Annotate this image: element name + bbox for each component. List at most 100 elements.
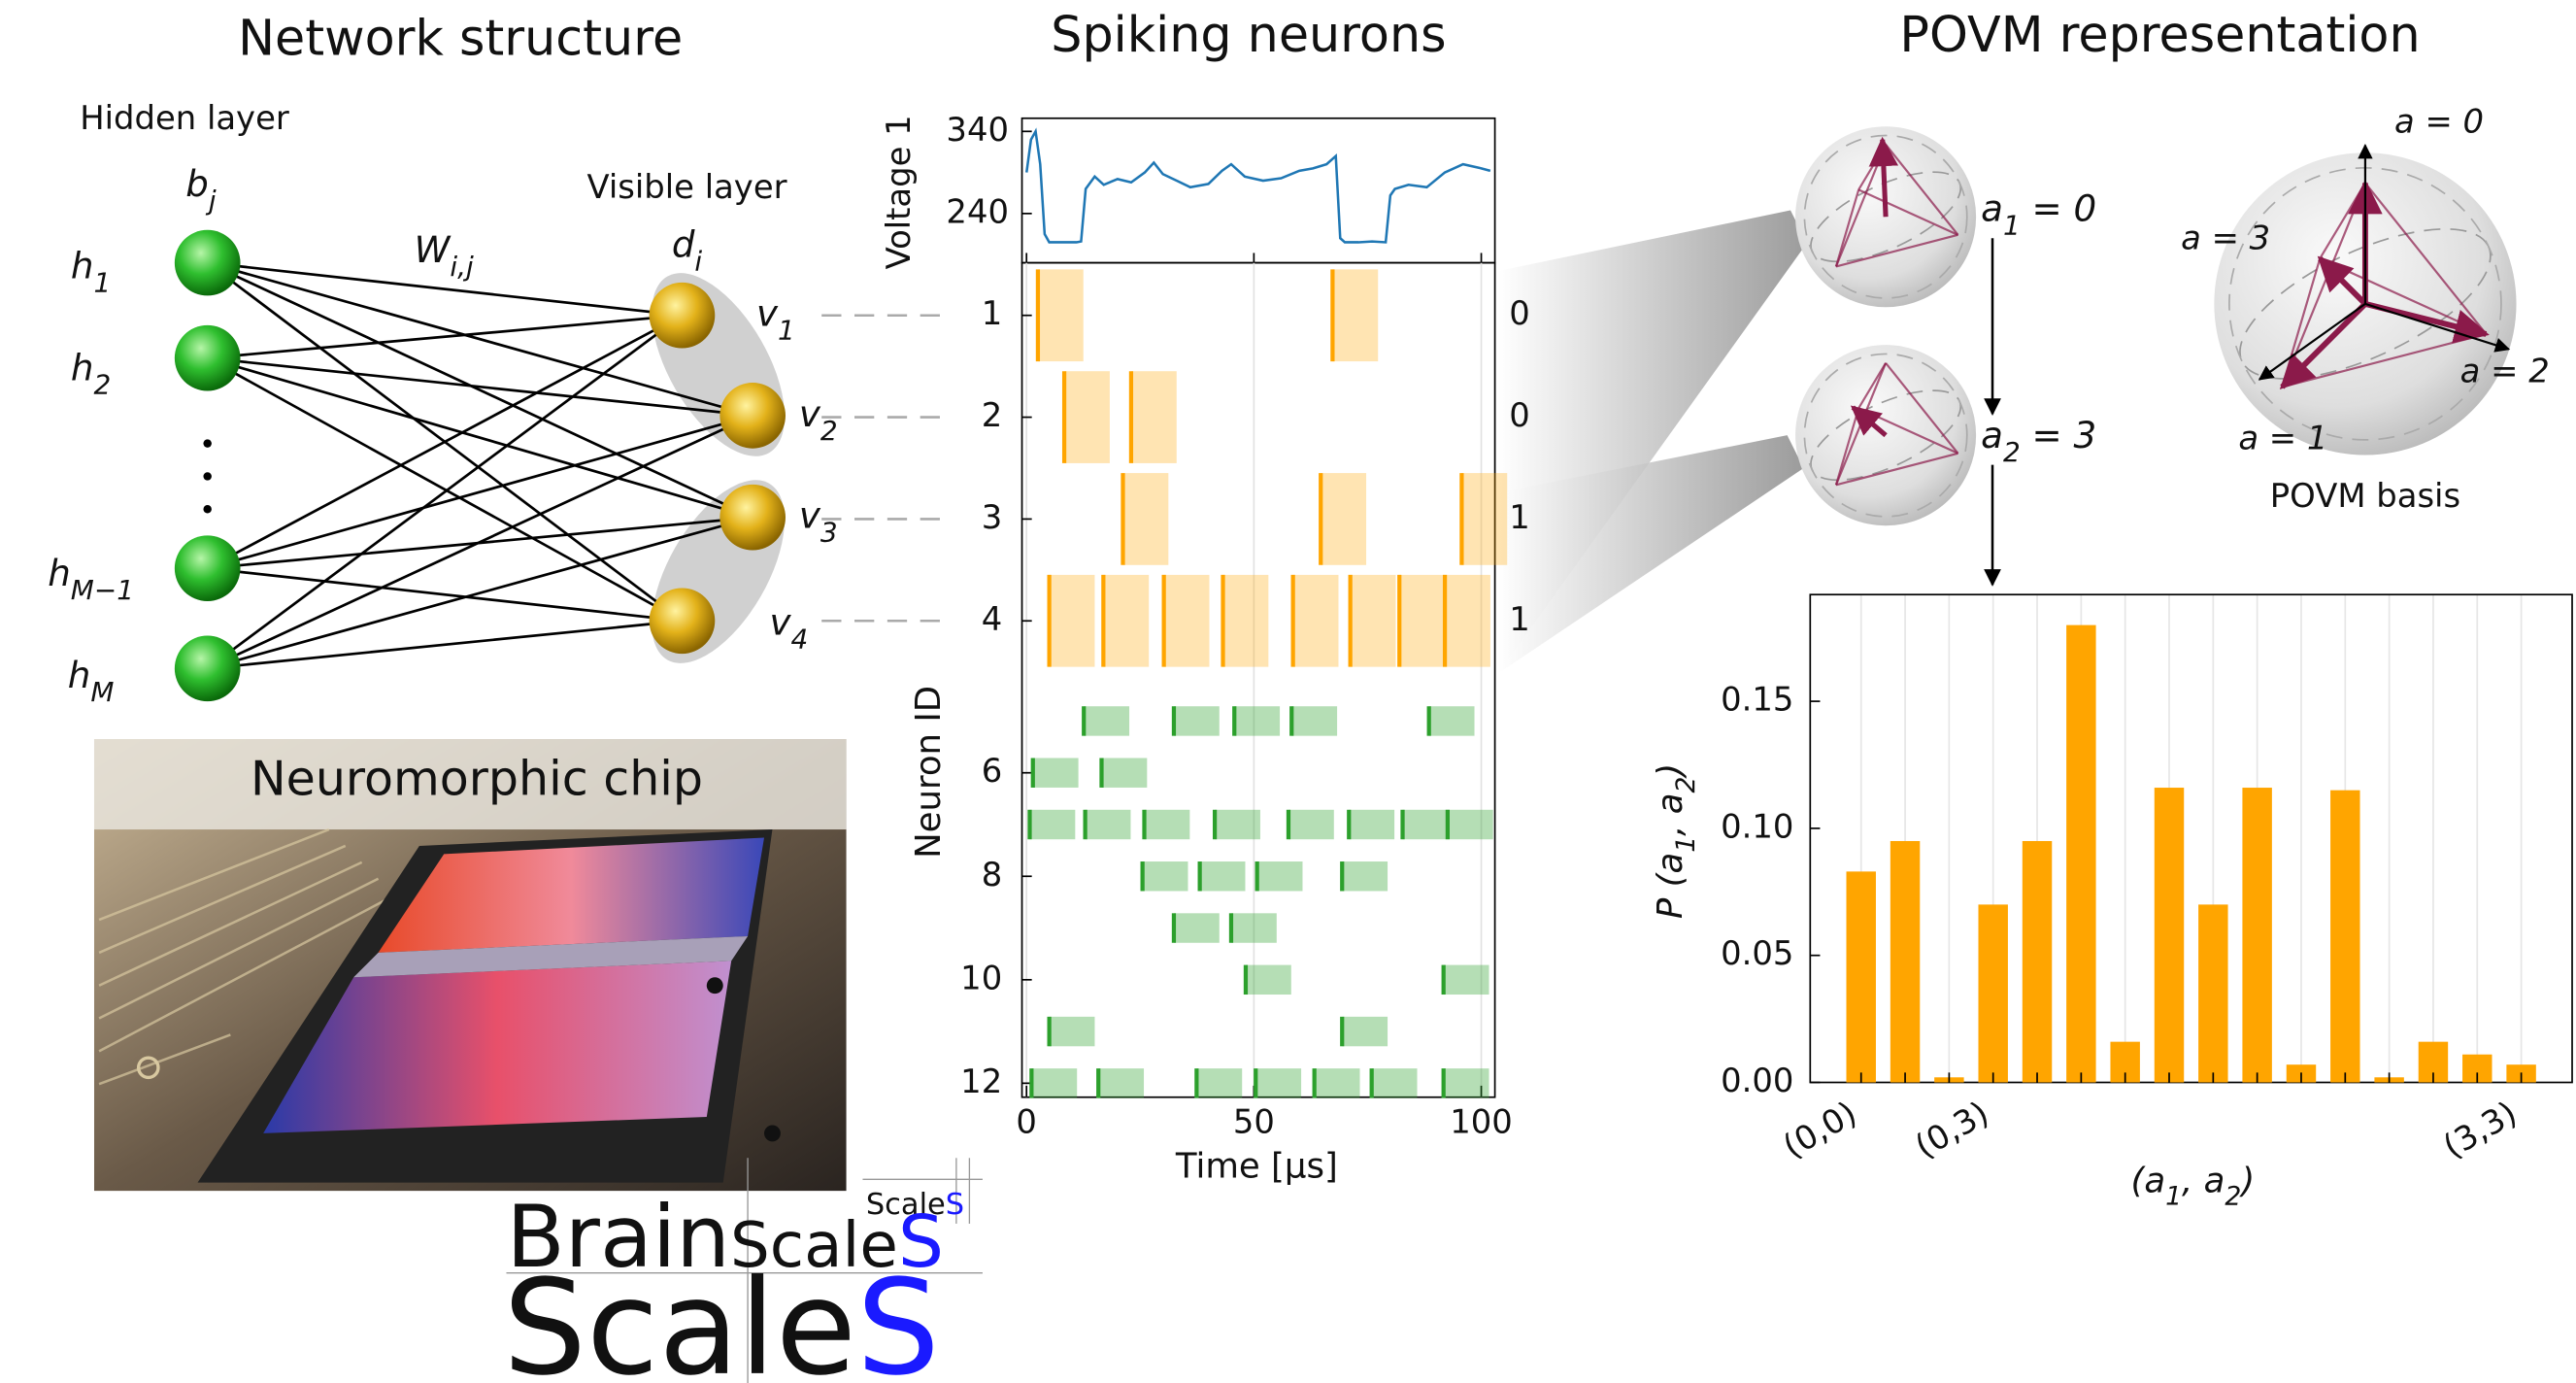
- outcome-label-part: = 3: [2021, 413, 2096, 455]
- x-axis-label: (a1, a2): [2131, 1162, 2256, 1212]
- hidden-node: [175, 635, 241, 701]
- visible-node-label-sub: 2: [820, 414, 838, 446]
- refractory-box: [1038, 269, 1084, 361]
- bar: [2330, 791, 2359, 1083]
- visible-node-label-sub: 3: [820, 516, 838, 548]
- hidden-node-label-sub: 1: [94, 266, 112, 298]
- hidden-node-label-sub: M: [90, 675, 114, 707]
- svg-text:ScaleS: ScaleS: [503, 1251, 940, 1383]
- ellipsis-dot: [203, 505, 211, 513]
- visible-node-label-sub: 1: [778, 314, 795, 346]
- refractory-box: [1444, 965, 1489, 995]
- y-axis-label: Voltage 1: [880, 115, 918, 269]
- refractory-box: [1050, 575, 1095, 667]
- basis-label: POVM basis: [2270, 477, 2460, 515]
- visible-node: [719, 383, 786, 449]
- weight-edge: [208, 358, 683, 622]
- refractory-box: [1234, 706, 1280, 735]
- y-tick-label: 1: [982, 294, 1003, 332]
- x-axis-label-sub: 2: [2225, 1182, 2241, 1212]
- x-axis-label-part: ): [2238, 1162, 2255, 1201]
- visible-node: [650, 588, 716, 654]
- refractory-box: [1448, 810, 1493, 839]
- refractory-box: [1031, 1068, 1077, 1097]
- panel-title: Spiking neurons: [1051, 6, 1446, 63]
- visible-node-label-part: v: [799, 493, 821, 536]
- refractory-box: [1164, 575, 1210, 667]
- axes-frame: [1022, 118, 1495, 263]
- logo: ScaleS BrainScaleS ScaleS: [503, 1158, 983, 1383]
- refractory-box: [1257, 861, 1303, 891]
- x-tick-label: (3,3): [2437, 1094, 2524, 1165]
- logo-text: S: [946, 1188, 964, 1222]
- state-value: 1: [1509, 600, 1530, 638]
- basis-element-label: a = 0: [2394, 102, 2484, 140]
- y-axis-label-sub: 2: [1671, 777, 1701, 793]
- refractory-box: [1372, 1068, 1418, 1097]
- visible-node: [719, 485, 786, 551]
- bar: [2198, 904, 2227, 1082]
- hidden-node-label-part: h: [71, 244, 94, 287]
- refractory-box: [1086, 810, 1131, 839]
- outcome-label-part: = 0: [2021, 186, 2096, 229]
- x-tick-label: 50: [1233, 1102, 1275, 1140]
- y-tick-label: 3: [982, 498, 1003, 536]
- refractory-box: [1101, 758, 1147, 787]
- hidden-node-label: hM−1: [48, 551, 134, 605]
- y-axis-label-part: P (a: [1651, 853, 1690, 919]
- visible-node-label-part: v: [756, 291, 779, 334]
- x-axis-label-part: , a: [2182, 1162, 2225, 1201]
- refractory-box: [1131, 371, 1177, 463]
- bias-label-part: d: [672, 222, 695, 265]
- outcome-label: a2 = 3: [1981, 413, 2096, 467]
- x-tick-label: (0,3): [1909, 1094, 1995, 1165]
- refractory-box: [1342, 861, 1388, 891]
- refractory-box: [1429, 706, 1475, 735]
- visible-node-label: v4: [769, 600, 808, 655]
- visible-node-label: v2: [799, 391, 838, 446]
- x-axis-label-part: (a: [2131, 1162, 2166, 1201]
- hidden-node-label-part: h: [48, 551, 71, 593]
- figure: Neuromorphic chip ScaleS BrainScaleS Sca…: [0, 0, 2576, 1383]
- visible-node-label-sub: 4: [791, 623, 809, 655]
- hidden-node: [175, 535, 241, 601]
- hidden-node: [175, 230, 241, 296]
- refractory-box: [1215, 810, 1260, 839]
- state-value: 0: [1509, 294, 1530, 332]
- bar: [2066, 625, 2095, 1083]
- visible-node-label-part: v: [799, 391, 821, 434]
- x-axis-label: Time [μs]: [1175, 1146, 1338, 1186]
- weight-edge: [208, 316, 683, 669]
- hidden-node-label-part: h: [68, 653, 91, 695]
- refractory-box: [1288, 810, 1334, 839]
- y-tick-label: 0.10: [1721, 807, 1793, 845]
- refractory-box: [1050, 1017, 1095, 1046]
- bar: [1890, 841, 1920, 1083]
- refractory-box: [1246, 965, 1291, 995]
- y-axis-label-sub: 1: [1671, 836, 1701, 853]
- hidden-node-label: hM: [68, 653, 115, 707]
- chip-title: Neuromorphic chip: [251, 751, 703, 807]
- layer-label: Visible layer: [587, 168, 787, 206]
- bias-label: di: [672, 222, 703, 277]
- hidden-node-label-sub: 2: [94, 368, 112, 400]
- bias-label-sub: i: [694, 245, 702, 277]
- y-tick-label: 6: [982, 752, 1003, 790]
- bar: [1847, 871, 1876, 1082]
- x-tick-label: 100: [1450, 1102, 1513, 1140]
- weight-edge: [208, 568, 683, 621]
- refractory-box: [1196, 1068, 1242, 1097]
- refractory-box: [1145, 810, 1190, 839]
- weight-label: Wi,j: [415, 227, 474, 282]
- refractory-box: [1291, 706, 1337, 735]
- refractory-box: [1098, 1068, 1144, 1097]
- ellipsis-dot: [203, 439, 211, 447]
- refractory-box: [1200, 861, 1246, 891]
- state-value: 1: [1509, 498, 1530, 536]
- refractory-box: [1103, 575, 1149, 667]
- axes-frame: [1810, 594, 2572, 1082]
- chip-photo: [94, 739, 847, 1191]
- weight-label-part: W: [415, 227, 452, 270]
- y-tick-label: 8: [982, 856, 1003, 894]
- panel-title: POVM representation: [1899, 6, 2420, 63]
